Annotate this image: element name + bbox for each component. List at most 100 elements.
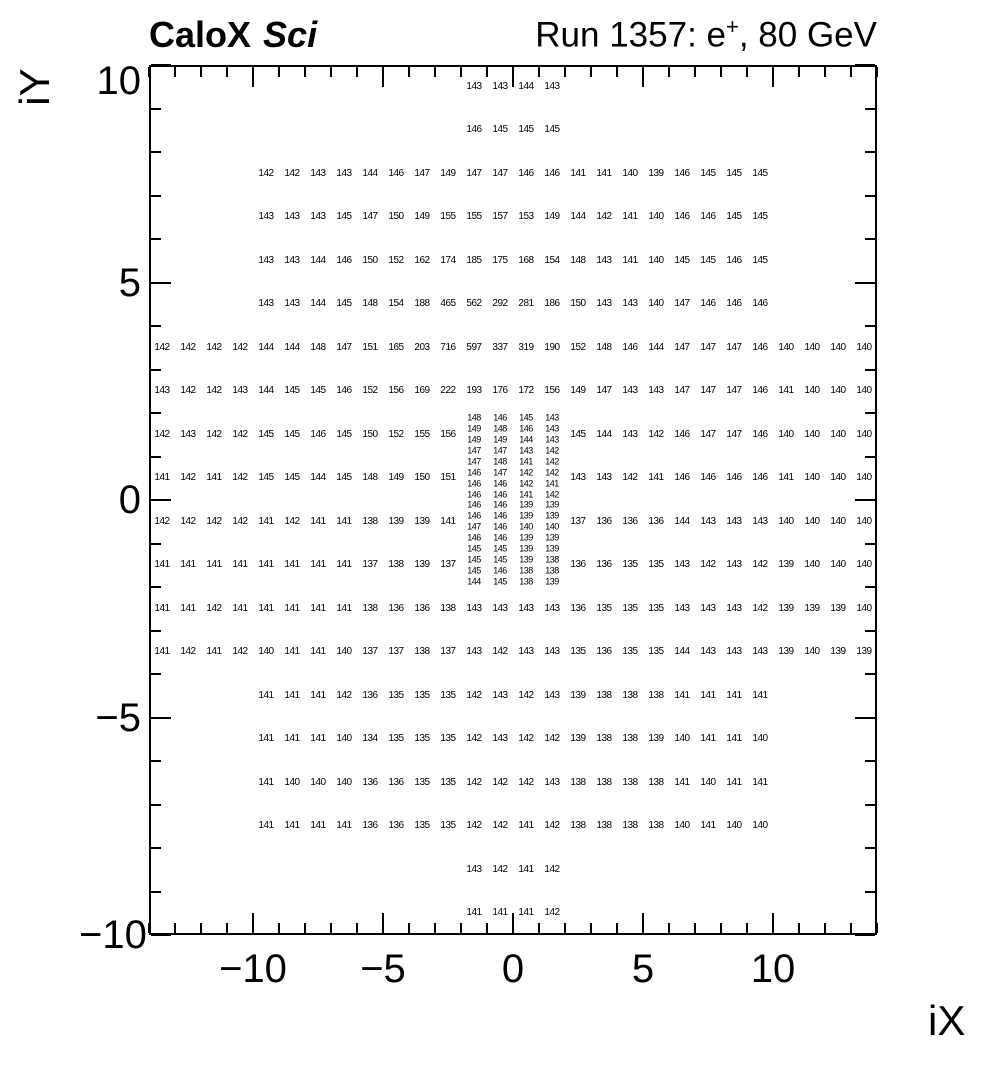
cell-value: 141 [310,559,326,571]
cell-value: 150 [414,472,430,484]
cell-value: 141 [310,602,326,614]
cell-value: 145 [467,543,481,554]
y-tick [855,64,875,66]
cell-value: 137 [440,646,456,658]
y-tick-label: 0 [118,478,141,522]
cell-value: 149 [570,385,586,397]
cell-value: 141 [622,254,638,266]
y-tick [855,499,875,501]
cell-value: 146 [674,167,690,179]
cell-value: 138 [596,733,612,745]
cell-value: 152 [388,428,404,440]
cell-value: 141 [154,472,170,484]
cell-value: 337 [492,341,508,353]
cell-value: 135 [622,559,638,571]
cell-value: 139 [778,646,794,658]
cell-value: 146 [674,428,690,440]
cell-value: 139 [648,167,664,179]
cell-value: 140 [336,776,352,788]
cell-value: 149 [388,472,404,484]
cell-value: 144 [284,341,300,353]
y-tick [865,412,875,414]
cell-value: 137 [388,646,404,658]
y-tick [865,325,875,327]
y-tick [865,107,875,110]
cell-value: 143 [258,211,274,223]
cell-value: 141 [258,515,274,527]
cell-value: 142 [519,478,533,489]
cell-value: 141 [154,602,170,614]
cell-value: 147 [492,167,508,179]
x-tick [174,923,176,933]
y-tick [865,238,875,240]
cell-value: 146 [752,428,768,440]
cell-value: 136 [570,602,586,614]
cell-value: 141 [180,602,196,614]
cell-value: 139 [778,602,794,614]
cell-value: 141 [674,776,690,788]
cell-value: 141 [778,385,794,397]
y-tick [151,803,161,806]
cell-value: 143 [700,646,716,658]
cell-value: 143 [466,602,482,614]
x-tick-label: −10 [219,947,287,991]
cell-value: 140 [856,515,872,527]
cell-value: 144 [362,167,378,179]
cell-value: 142 [284,515,300,527]
cell-value: 148 [596,341,612,353]
cell-value: 137 [570,515,586,527]
cell-value: 150 [362,254,378,266]
detector-name: CaloX [149,14,252,55]
cell-value: 135 [388,689,404,701]
cell-value: 141 [284,820,300,832]
cell-value: 138 [545,565,559,576]
cell-value: 139 [804,602,820,614]
x-tick [850,923,852,933]
cell-value: 135 [440,733,456,745]
cell-value: 143 [700,515,716,527]
cell-value: 140 [336,646,352,658]
y-tick [151,716,171,719]
x-tick [564,67,566,77]
cell-value: 145 [700,167,716,179]
cell-value: 152 [388,254,404,266]
x-tick [200,923,202,933]
x-tick [668,923,670,933]
cell-value: 145 [752,167,768,179]
cell-value: 142 [206,428,222,440]
cell-value: 141 [154,559,170,571]
cell-value: 142 [180,472,196,484]
cell-value: 137 [362,646,378,658]
cell-value: 149 [467,434,481,445]
cell-value: 145 [284,428,300,440]
cell-value: 142 [154,515,170,527]
cell-value: 142 [492,863,508,875]
cell-value: 140 [804,472,820,484]
y-tick [865,890,875,893]
cell-value: 147 [726,385,742,397]
cell-value: 147 [726,341,742,353]
cell-value: 141 [674,689,690,701]
cell-value: 139 [545,543,559,554]
y-tick [151,847,161,849]
cell-value: 145 [336,211,352,223]
y-tick-label: −5 [95,695,141,740]
cell-value: 138 [596,820,612,832]
cell-value: 141 [545,478,559,489]
cell-value: 139 [830,646,846,658]
cell-value: 144 [310,472,326,484]
cell-value: 141 [518,907,534,919]
cell-value: 142 [648,428,664,440]
cell-value: 147 [674,385,690,397]
cell-value: 141 [519,456,533,467]
y-tick-label: −10 [79,913,147,957]
cell-value: 140 [830,559,846,571]
cell-value: 141 [726,776,742,788]
cell-value: 142 [544,907,560,919]
cell-value: 142 [518,733,534,745]
cell-value: 140 [778,515,794,527]
x-tick-label: 10 [750,947,796,991]
cell-value: 146 [726,254,742,266]
cell-value: 148 [570,254,586,266]
